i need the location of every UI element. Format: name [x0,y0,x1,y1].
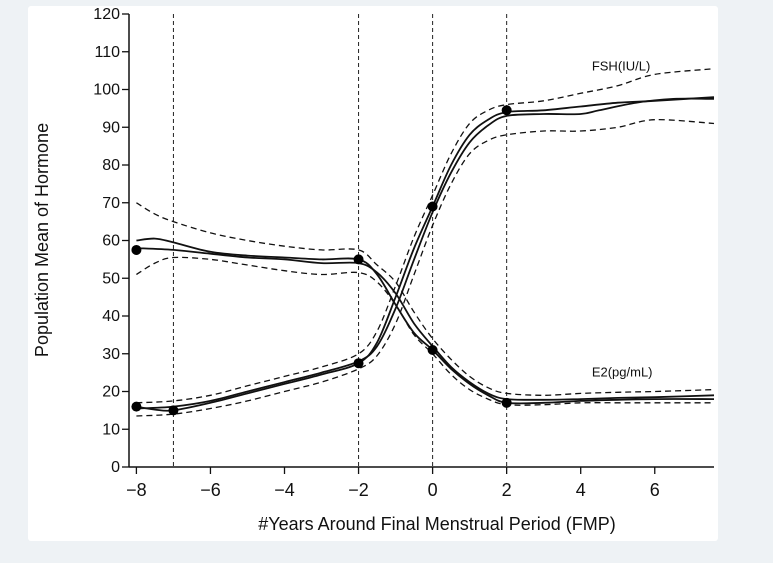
x-axis-title: #Years Around Final Menstrual Period (FM… [258,514,616,534]
fsh-ci-lower-line [136,119,715,417]
reference-lines [172,14,508,467]
fsh-point [427,201,438,212]
y-tick-label: 50 [102,270,120,287]
fsh-point [168,405,179,416]
y-tick-label: 0 [111,459,120,476]
e2-point [427,344,438,355]
e2-point [353,254,364,265]
axes-layer: 0 10 20 30 40 50 60 70 80 90 100 110 120 −8 −6 −4 −2 0 2 4 6 [93,6,714,500]
fsh-point [501,105,512,116]
e2-ci-upper-line [136,202,715,396]
y-tick-label: 100 [93,82,120,99]
x-tick-label: −2 [348,480,369,500]
y-tick-label: 10 [102,421,120,438]
e2-point [501,397,512,408]
series-layer [131,68,715,417]
y-tick-label: 60 [102,233,120,250]
y-tick-label: 90 [102,119,120,136]
fsh-series-label: FSH(IU/L) [592,59,651,74]
y-axis-title: Population Mean of Hormone [32,123,52,357]
x-tick-label: 4 [576,480,586,500]
fsh-mean-line [136,96,715,412]
fsh-smooth-line [136,97,715,410]
y-tick-label: 30 [102,346,120,363]
x-tick-label: 0 [428,480,438,500]
x-tick-label: 2 [502,480,512,500]
fsh-ci-upper-line [136,68,715,404]
x-tick-label: −6 [200,480,221,500]
y-tick-label: 80 [102,157,120,174]
annotations-layer: FSH(IU/L) E2(pg/mL) [592,59,653,380]
e2-ci-lower-line [136,256,714,406]
fsh-point [131,401,142,412]
y-tick-label: 70 [102,195,120,212]
figure-card [28,6,718,541]
fsh-point [353,358,364,369]
y-tick-label: 20 [102,384,120,401]
x-tick-label: 6 [650,480,660,500]
x-tick-label: −8 [126,480,147,500]
y-tick-label: 110 [94,44,120,61]
e2-mean-line [136,237,715,405]
e2-point [131,244,142,255]
x-tick-label: −4 [274,480,295,500]
y-tick-label: 40 [102,308,120,325]
e2-series-label: E2(pg/mL) [592,364,653,379]
y-tick-label: 120 [93,6,120,23]
e2-smooth-line [136,247,715,401]
